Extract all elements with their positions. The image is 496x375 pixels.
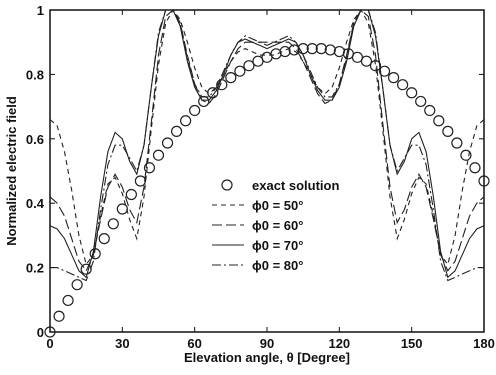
plot-area	[49, 9, 485, 333]
series-line-2	[49, 9, 485, 272]
data-point	[387, 72, 400, 84]
data-point	[98, 233, 110, 245]
data-point	[442, 125, 454, 137]
data-point	[369, 60, 382, 72]
data-point	[62, 294, 74, 307]
data-point	[315, 43, 327, 55]
series-layer	[44, 8, 490, 338]
data-point	[469, 162, 481, 174]
data-point	[288, 44, 300, 56]
legend-label: ϕ0 = 70°	[252, 238, 303, 253]
data-point	[107, 218, 119, 230]
data-point	[397, 79, 409, 91]
data-point	[478, 175, 490, 187]
data-point	[225, 72, 237, 84]
x-axis-label: Elevation angle, θ [Degree]	[184, 350, 350, 365]
legend-label: ϕ0 = 50°	[252, 198, 303, 213]
data-point	[180, 115, 192, 127]
data-point	[360, 55, 373, 67]
data-point	[143, 162, 156, 174]
data-point	[243, 60, 255, 72]
data-point	[433, 115, 445, 127]
y-tick-label: 0	[37, 325, 44, 340]
plot-frame	[49, 9, 485, 333]
x-tick-label: 60	[187, 336, 201, 351]
series-line-4	[50, 9, 484, 282]
x-tick-label: 0	[46, 336, 53, 351]
data-point	[406, 87, 418, 99]
data-point	[324, 44, 336, 56]
series-line-3	[49, 9, 485, 279]
data-point	[306, 43, 318, 55]
legend-label: exact solution	[252, 178, 339, 193]
data-point	[279, 45, 291, 58]
data-point	[189, 104, 201, 117]
data-point	[378, 65, 391, 77]
data-point	[451, 137, 463, 149]
data-point	[116, 203, 128, 215]
data-point	[80, 263, 92, 275]
x-tick-label: 120	[328, 336, 350, 351]
data-point	[161, 137, 174, 149]
y-tick-label: 0.8	[26, 67, 44, 82]
y-tick-label: 0.4	[26, 196, 45, 211]
data-point	[460, 149, 472, 161]
data-point	[234, 65, 246, 77]
y-tick-label: 0.6	[26, 132, 44, 147]
y-tick-label: 1	[37, 3, 44, 18]
data-point	[71, 279, 83, 291]
legend-marker	[221, 179, 233, 191]
legend-label: ϕ0 = 60°	[252, 218, 303, 233]
x-tick-label: 180	[473, 336, 495, 351]
y-axis-label: Normalized electric field	[4, 96, 19, 246]
series-line-1	[49, 8, 485, 266]
data-point	[415, 95, 427, 108]
legend-label: ϕ0 = 80°	[252, 258, 303, 273]
data-point	[125, 188, 137, 201]
data-point	[44, 326, 56, 338]
data-point	[134, 175, 147, 187]
data-point	[297, 43, 309, 55]
data-point	[152, 149, 165, 161]
data-point	[424, 104, 436, 117]
data-point	[53, 310, 65, 322]
data-point	[170, 125, 183, 137]
ticks: 0 30 60 90 120 150 180 0 0.2 0.4 0.6 0.8 1	[26, 3, 495, 351]
y-tick-label: 0.2	[26, 261, 44, 276]
x-tick-label: 150	[401, 336, 423, 351]
x-tick-label: 30	[115, 336, 129, 351]
legend: exact solution ϕ0 = 50° ϕ0 = 60° ϕ0 = 70° ϕ0…	[212, 178, 339, 273]
series-exact-solution	[44, 43, 490, 338]
x-tick-label: 90	[260, 336, 274, 351]
